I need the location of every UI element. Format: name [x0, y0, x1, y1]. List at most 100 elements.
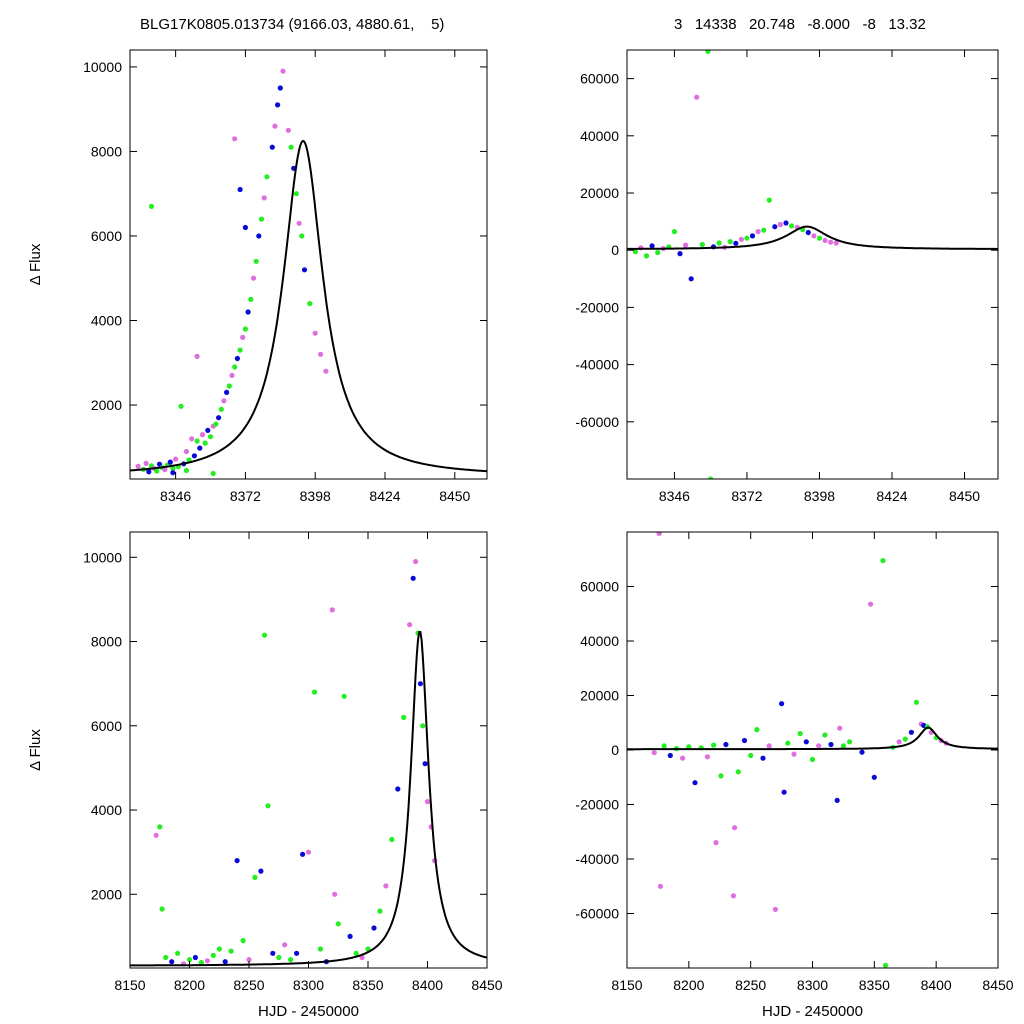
data-point [143, 460, 149, 466]
y-tick-label: 0 [611, 242, 619, 258]
data-point [840, 743, 847, 749]
data-point [218, 406, 224, 412]
data-point [329, 607, 335, 613]
data-point [277, 85, 283, 91]
x-tick-label: 8200 [673, 977, 704, 993]
data-point [312, 330, 318, 336]
data-point [410, 575, 416, 581]
x-tick-label: 8150 [611, 977, 642, 993]
data-point [285, 127, 291, 133]
data-point [232, 136, 238, 142]
x-tick-label: 8424 [876, 488, 907, 504]
data-point [859, 749, 865, 755]
plot-frame [129, 49, 488, 480]
x-tick-label: 8250 [735, 977, 766, 993]
x-tick-label: 8398 [300, 488, 331, 504]
data-point [417, 681, 423, 687]
y-axis-label: Δ Flux [27, 729, 44, 771]
plot-frame [626, 49, 999, 480]
data-point [705, 50, 711, 54]
data-point [270, 950, 276, 956]
data-point [311, 689, 318, 695]
data-point [383, 883, 389, 889]
data-point [154, 468, 160, 474]
data-point [424, 799, 431, 805]
y-tick-label: 20000 [580, 185, 619, 201]
data-point [335, 921, 341, 927]
data-point [741, 737, 748, 744]
data-point [135, 463, 141, 469]
data-point [226, 383, 232, 389]
x-tick-label: 8400 [921, 977, 952, 993]
data-point [847, 739, 853, 745]
data-point [173, 456, 179, 462]
model-curve [130, 631, 487, 967]
data-point [772, 906, 779, 913]
data-point [228, 948, 234, 954]
data-point [766, 743, 772, 749]
x-tick-label: 8372 [230, 488, 261, 504]
data-point [688, 276, 694, 282]
data-point [749, 233, 756, 239]
data-point [805, 229, 811, 236]
x-tick-label: 8300 [293, 977, 324, 993]
x-tick-label: 8200 [174, 977, 205, 993]
data-point [242, 326, 248, 332]
data-point [755, 229, 761, 235]
data-point [811, 233, 817, 239]
data-point [256, 233, 262, 239]
x-tick-label: 8350 [859, 977, 890, 993]
data-point [293, 191, 299, 197]
data-point [718, 773, 724, 779]
data-point [221, 398, 227, 404]
data-point [828, 239, 834, 245]
data-point [711, 742, 717, 748]
data-point [908, 729, 915, 735]
data-point [833, 240, 839, 246]
data-point [258, 868, 264, 874]
data-point [868, 601, 874, 607]
x-tick-label: 8450 [949, 488, 980, 504]
data-point [191, 453, 197, 459]
data-point [153, 832, 159, 838]
data-point [240, 938, 246, 944]
data-point [210, 952, 216, 959]
data-point [202, 440, 208, 446]
data-point [896, 739, 902, 745]
data-point [157, 824, 163, 830]
data-point [413, 558, 419, 565]
data-point [781, 789, 787, 795]
data-point [210, 470, 216, 477]
y-tick-label: 0 [611, 742, 619, 758]
x-tick-label: 8450 [982, 977, 1013, 993]
data-point [163, 954, 169, 961]
y-tick-label: 8000 [91, 143, 122, 159]
data-point [822, 237, 828, 244]
data-point [224, 389, 230, 395]
data-point [197, 445, 203, 451]
data-point [253, 258, 259, 264]
data-point [401, 714, 407, 721]
data-point [816, 235, 823, 241]
y-tick-label: 40000 [580, 128, 619, 144]
data-point [213, 421, 219, 427]
data-point [766, 197, 772, 203]
panel-bottom-left: 8150 8200 8250 8300 8350 8400 8450 2000 4000 6000… [27, 531, 503, 1020]
data-points [651, 532, 949, 968]
data-point [683, 242, 689, 248]
data-point [772, 224, 778, 230]
data-point [170, 470, 176, 476]
data-point [261, 632, 268, 638]
data-point [902, 736, 908, 742]
data-point [146, 469, 152, 475]
data-point [803, 739, 809, 745]
data-point [716, 240, 722, 246]
y-tick-label: 6000 [91, 228, 122, 244]
x-tick-label: 8450 [439, 488, 470, 504]
data-point [643, 253, 650, 259]
y-tick-label: -20000 [575, 299, 619, 315]
x-tick-label: 8250 [233, 977, 264, 993]
x-tick-label: 8350 [352, 977, 383, 993]
x-tick-label: 8400 [412, 977, 443, 993]
